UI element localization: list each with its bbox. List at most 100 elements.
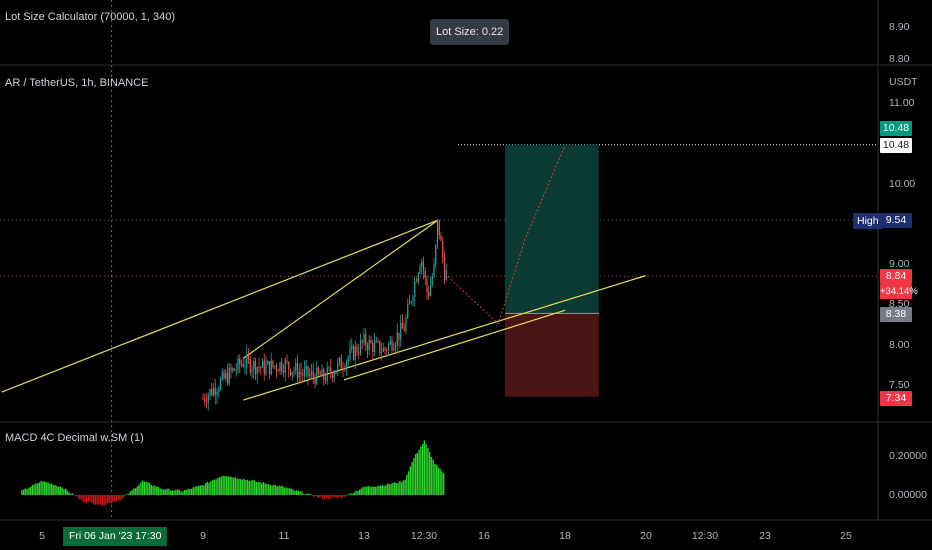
macd-bar	[295, 490, 298, 495]
macd-bar	[308, 493, 310, 495]
lot-size-indicator-title: Lot Size Calculator (70000, 1, 340)	[5, 11, 175, 23]
candle-body	[279, 362, 281, 372]
macd-bar	[313, 495, 315, 498]
macd-bar	[106, 495, 109, 504]
macd-bar	[367, 486, 370, 495]
macd-bar	[231, 477, 233, 495]
macd-bar	[168, 488, 170, 495]
macd-bar	[134, 488, 137, 495]
macd-bar	[388, 484, 391, 495]
candle-body	[216, 392, 218, 396]
macd-bar	[362, 486, 364, 495]
macd-bar	[50, 483, 53, 495]
macd-axis-label: 0.20000	[889, 450, 927, 462]
candle-body	[309, 374, 311, 377]
candle-body	[270, 360, 272, 375]
time-axis-label: 9	[200, 530, 206, 542]
candle-body	[226, 372, 229, 384]
candle-body	[209, 389, 211, 396]
macd-bar	[117, 495, 119, 501]
macd-bar	[176, 489, 179, 495]
macd-bar	[89, 495, 91, 502]
macd-bar	[407, 471, 410, 495]
macd-bar	[299, 491, 301, 495]
candle-body	[261, 360, 264, 368]
macd-bar	[406, 474, 408, 495]
macd-bar	[36, 483, 39, 495]
macd-bar	[427, 448, 429, 495]
candle-body	[421, 261, 423, 267]
candle-body	[251, 369, 253, 373]
currency-label: USDT	[889, 76, 918, 88]
candle-body	[389, 340, 391, 345]
macd-bar	[320, 495, 322, 498]
macd-bar	[42, 481, 44, 495]
price-axis-label: 10.00	[889, 178, 916, 190]
candle-body	[401, 322, 404, 329]
macd-bar	[49, 483, 51, 495]
candle-body	[246, 354, 248, 367]
macd-bar	[318, 495, 321, 498]
candle-body	[233, 368, 236, 371]
candle-body	[445, 270, 447, 281]
candle-body	[361, 340, 363, 343]
macd-bar	[112, 495, 114, 503]
candle-body	[333, 373, 335, 378]
macd-bar	[35, 483, 37, 495]
candle-body	[326, 367, 328, 381]
candle-body	[314, 376, 316, 385]
macd-bar	[180, 491, 182, 495]
macd-bar	[210, 481, 212, 495]
macd-bar	[21, 490, 23, 495]
candle-body	[204, 398, 206, 402]
candle-body	[410, 301, 412, 303]
candle-body	[296, 363, 299, 378]
macd-bar	[259, 482, 261, 495]
macd-bar	[84, 495, 86, 503]
macd-bar	[187, 488, 189, 495]
macd-bar	[122, 495, 125, 498]
macd-bar	[385, 485, 387, 495]
lot-axis-label: 8.80	[889, 53, 910, 65]
macd-bar	[178, 490, 181, 495]
macd-bar	[31, 484, 34, 495]
macd-bar	[92, 495, 95, 505]
macd-bar	[236, 478, 238, 495]
macd-bar	[225, 476, 228, 495]
macd-bar	[353, 492, 356, 495]
candle-body	[260, 367, 262, 369]
macd-bar	[364, 486, 366, 495]
macd-bar	[171, 490, 174, 495]
candle-body	[377, 340, 379, 342]
symbol-title: AR / TetherUS, 1h, BINANCE	[5, 77, 149, 89]
macd-bar	[278, 485, 280, 495]
candle-body	[440, 235, 442, 241]
macd-bar	[437, 467, 440, 495]
candle-body	[247, 354, 250, 359]
macd-bar	[126, 494, 128, 495]
candle-body	[303, 369, 306, 376]
macd-bar	[28, 487, 30, 495]
candle-body	[282, 371, 285, 373]
macd-bar	[274, 485, 277, 495]
candle-body	[237, 358, 239, 370]
macd-bar	[217, 477, 219, 495]
macd-bar	[250, 480, 252, 495]
candle-body	[284, 360, 286, 373]
macd-bar	[409, 466, 412, 495]
candle-body	[225, 372, 227, 379]
candle-body	[268, 361, 271, 375]
macd-bar	[369, 486, 371, 495]
macd-bar	[182, 491, 184, 495]
macd-bar	[199, 485, 202, 495]
macd-bar	[287, 488, 289, 495]
candle-body	[370, 340, 372, 344]
macd-bar	[232, 477, 235, 495]
macd-bar	[360, 488, 363, 495]
candle-body	[324, 379, 327, 381]
candle-body	[298, 372, 300, 378]
macd-bar	[423, 440, 426, 495]
trendline	[343, 309, 566, 381]
